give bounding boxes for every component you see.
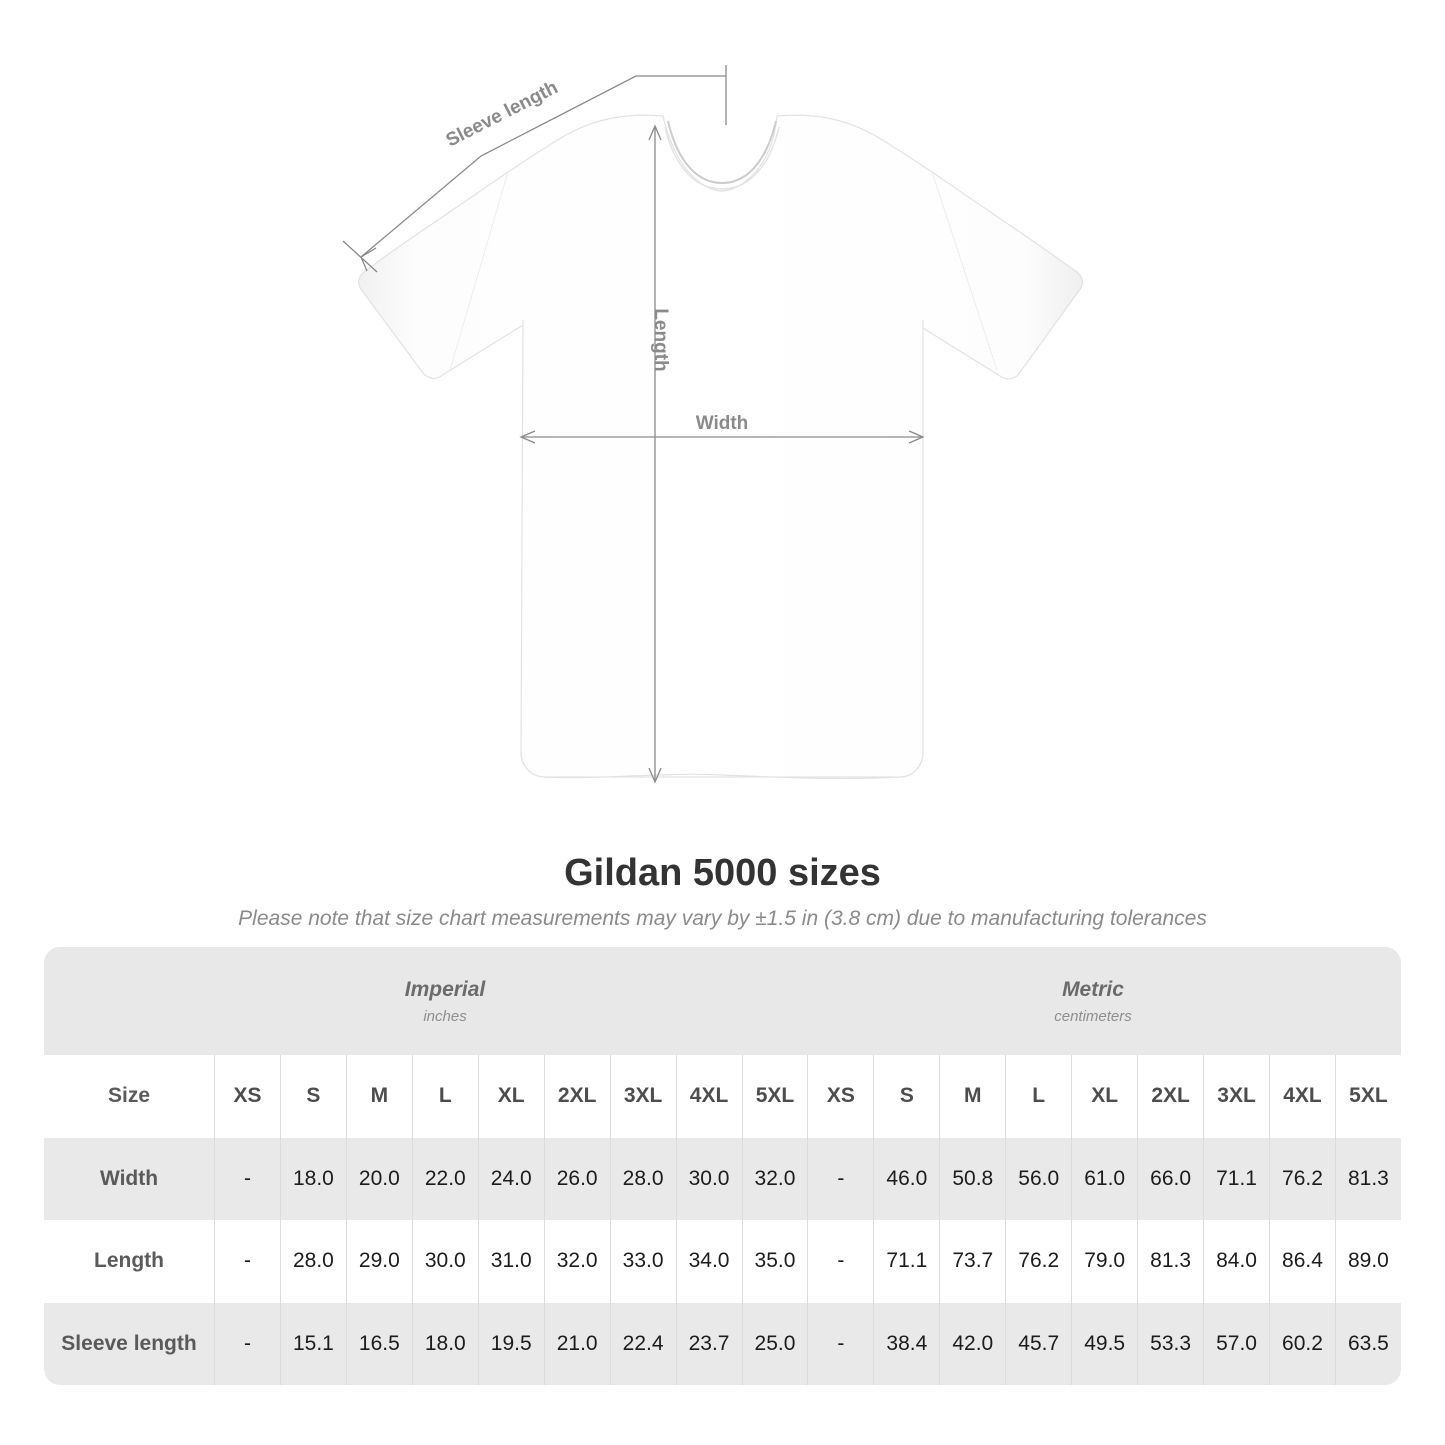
- svg-text:Sleeve length: Sleeve length: [443, 77, 562, 151]
- svg-text:Length: Length: [650, 308, 671, 371]
- svg-text:Width: Width: [696, 413, 749, 434]
